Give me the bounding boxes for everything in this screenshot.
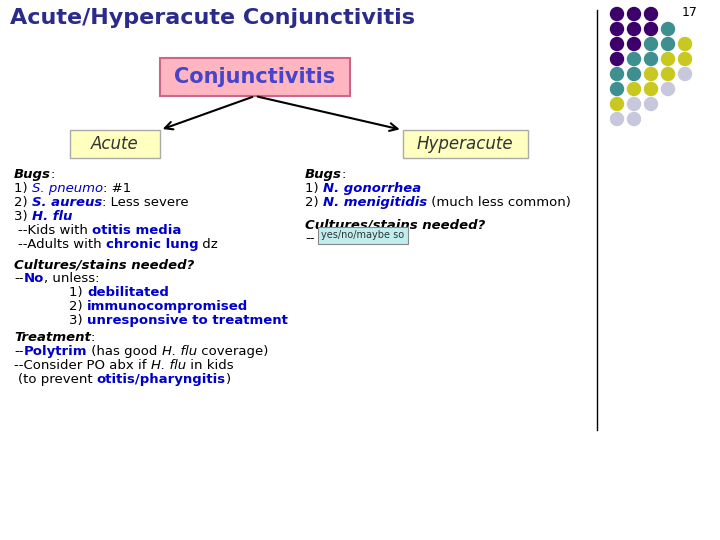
Circle shape bbox=[611, 52, 624, 65]
FancyBboxPatch shape bbox=[70, 130, 160, 158]
Circle shape bbox=[662, 68, 675, 80]
Circle shape bbox=[644, 37, 657, 51]
Text: --Kids with: --Kids with bbox=[18, 224, 92, 237]
Circle shape bbox=[611, 112, 624, 125]
Text: Bugs: Bugs bbox=[305, 168, 342, 181]
Text: Cultures/stains needed?: Cultures/stains needed? bbox=[14, 258, 194, 271]
Circle shape bbox=[628, 68, 641, 80]
Circle shape bbox=[611, 23, 624, 36]
Circle shape bbox=[678, 37, 691, 51]
Text: , unless:: , unless: bbox=[44, 272, 99, 285]
FancyBboxPatch shape bbox=[402, 130, 528, 158]
FancyBboxPatch shape bbox=[160, 58, 350, 96]
Text: yes/no/maybe so: yes/no/maybe so bbox=[321, 231, 405, 240]
Text: otitis media: otitis media bbox=[92, 224, 181, 237]
Text: Acute/Hyperacute Conjunctivitis: Acute/Hyperacute Conjunctivitis bbox=[10, 8, 415, 28]
Text: 17: 17 bbox=[682, 6, 698, 19]
Text: Cultures/stains needed?: Cultures/stains needed? bbox=[305, 218, 485, 231]
Text: 3): 3) bbox=[14, 210, 32, 223]
Text: N. menigitidis: N. menigitidis bbox=[323, 196, 427, 209]
Text: S. aureus: S. aureus bbox=[32, 196, 102, 209]
Circle shape bbox=[644, 8, 657, 21]
Text: immunocompromised: immunocompromised bbox=[87, 300, 248, 313]
Text: H. flu: H. flu bbox=[32, 210, 72, 223]
Text: (much less common): (much less common) bbox=[427, 196, 571, 209]
Text: 3): 3) bbox=[69, 314, 87, 327]
Text: unresponsive to treatment: unresponsive to treatment bbox=[87, 314, 288, 327]
Text: H. flu: H. flu bbox=[161, 345, 197, 358]
Text: Hyperacute: Hyperacute bbox=[417, 135, 513, 153]
Text: N. gonorrhea: N. gonorrhea bbox=[323, 182, 421, 195]
Circle shape bbox=[662, 23, 675, 36]
Text: Bugs: Bugs bbox=[14, 168, 51, 181]
Text: coverage): coverage) bbox=[197, 345, 268, 358]
Circle shape bbox=[644, 68, 657, 80]
Circle shape bbox=[628, 98, 641, 111]
Text: 1): 1) bbox=[14, 182, 32, 195]
Text: dz: dz bbox=[199, 238, 218, 251]
Circle shape bbox=[628, 37, 641, 51]
Text: --Adults with: --Adults with bbox=[18, 238, 106, 251]
Circle shape bbox=[644, 83, 657, 96]
Circle shape bbox=[644, 23, 657, 36]
Circle shape bbox=[678, 52, 691, 65]
Circle shape bbox=[628, 112, 641, 125]
Text: 2): 2) bbox=[14, 196, 32, 209]
Circle shape bbox=[662, 83, 675, 96]
Text: otitis/pharyngitis: otitis/pharyngitis bbox=[97, 373, 226, 386]
Text: debilitated: debilitated bbox=[87, 286, 168, 299]
Text: :: : bbox=[91, 331, 95, 344]
Text: --Consider PO abx if: --Consider PO abx if bbox=[14, 359, 150, 372]
Text: in kids: in kids bbox=[186, 359, 233, 372]
Circle shape bbox=[662, 52, 675, 65]
Text: Polytrim: Polytrim bbox=[24, 345, 87, 358]
Text: H. flu: H. flu bbox=[150, 359, 186, 372]
Text: 2): 2) bbox=[69, 300, 87, 313]
Circle shape bbox=[628, 8, 641, 21]
Circle shape bbox=[611, 83, 624, 96]
Text: chronic lung: chronic lung bbox=[106, 238, 199, 251]
Text: : #1: : #1 bbox=[103, 182, 131, 195]
Circle shape bbox=[628, 83, 641, 96]
Circle shape bbox=[611, 98, 624, 111]
Text: 1): 1) bbox=[69, 286, 87, 299]
Text: --: -- bbox=[14, 345, 24, 358]
Circle shape bbox=[644, 52, 657, 65]
Text: No: No bbox=[24, 272, 44, 285]
Circle shape bbox=[611, 68, 624, 80]
Circle shape bbox=[611, 37, 624, 51]
Circle shape bbox=[644, 98, 657, 111]
Text: ): ) bbox=[226, 373, 231, 386]
Text: Conjunctivitis: Conjunctivitis bbox=[174, 67, 336, 87]
Text: : Less severe: : Less severe bbox=[102, 196, 189, 209]
Circle shape bbox=[662, 37, 675, 51]
Text: (has good: (has good bbox=[87, 345, 161, 358]
Text: --: -- bbox=[14, 272, 24, 285]
Text: 1): 1) bbox=[305, 182, 323, 195]
Text: S. pneumo: S. pneumo bbox=[32, 182, 103, 195]
Text: 2): 2) bbox=[305, 196, 323, 209]
Text: :: : bbox=[51, 168, 55, 181]
Text: :: : bbox=[342, 168, 346, 181]
Text: Acute: Acute bbox=[91, 135, 139, 153]
Circle shape bbox=[628, 52, 641, 65]
Text: (to prevent: (to prevent bbox=[18, 373, 97, 386]
Circle shape bbox=[678, 68, 691, 80]
Circle shape bbox=[628, 23, 641, 36]
Text: --: -- bbox=[305, 232, 315, 245]
Circle shape bbox=[611, 8, 624, 21]
Text: Treatment: Treatment bbox=[14, 331, 91, 344]
FancyBboxPatch shape bbox=[318, 227, 408, 244]
